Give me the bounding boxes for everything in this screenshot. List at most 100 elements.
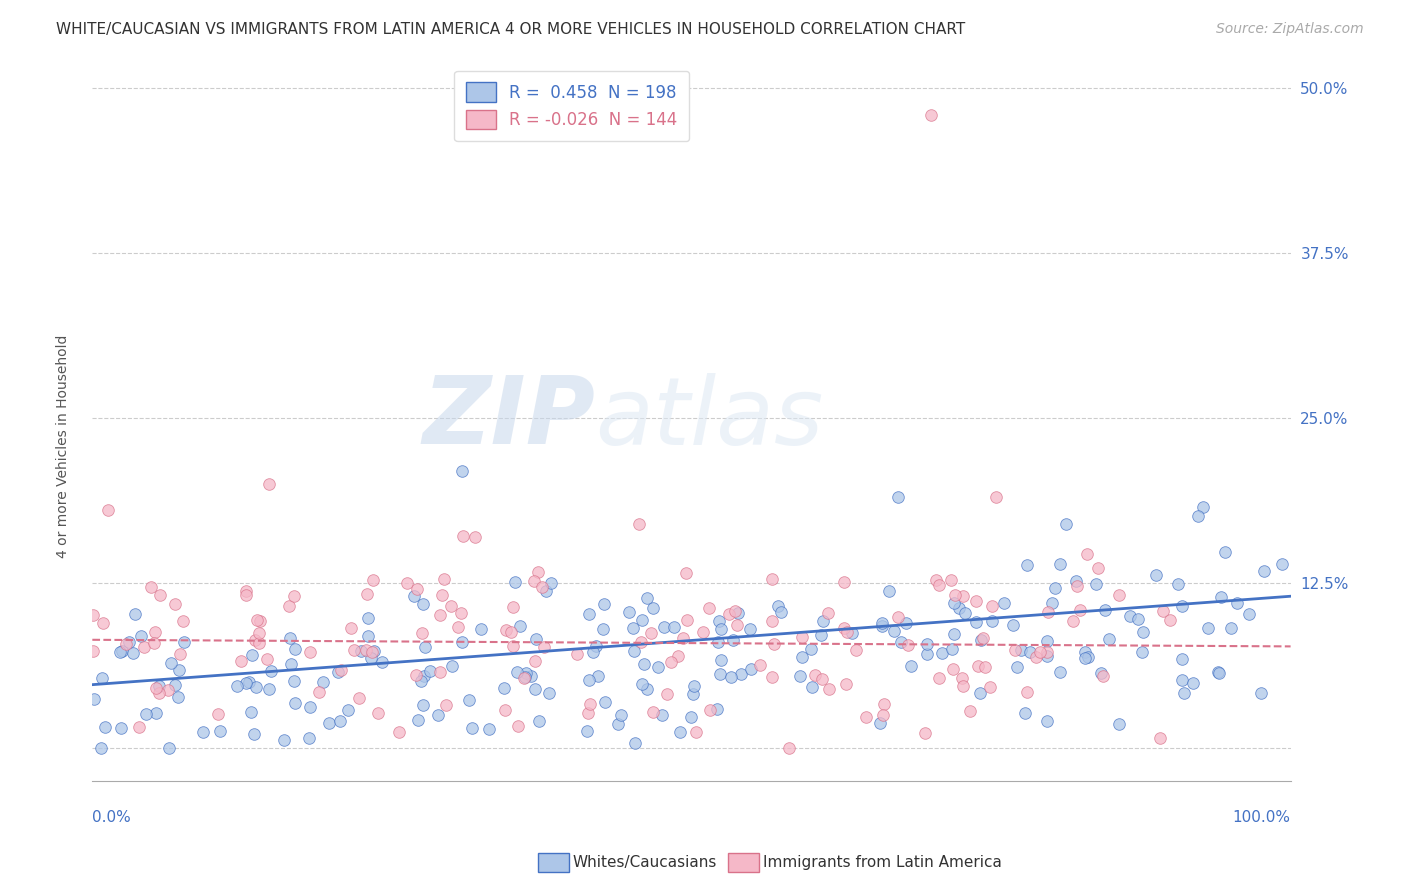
Point xyxy=(952,590,974,604)
Point xyxy=(124,607,146,622)
Point xyxy=(585,639,607,653)
Point xyxy=(108,645,131,659)
Point xyxy=(636,681,658,696)
Point xyxy=(297,731,319,746)
Point xyxy=(235,676,257,690)
Point xyxy=(1054,516,1077,531)
Point xyxy=(509,619,531,633)
Point xyxy=(707,614,730,628)
Point xyxy=(970,632,993,647)
Point xyxy=(915,637,938,651)
Point xyxy=(770,605,793,619)
Point xyxy=(872,707,894,722)
Point xyxy=(534,584,557,599)
Point xyxy=(654,620,676,634)
Point xyxy=(312,675,335,690)
Point xyxy=(582,645,605,659)
Point xyxy=(1253,564,1275,578)
Point xyxy=(817,606,839,620)
Point xyxy=(1213,544,1236,558)
Point xyxy=(363,643,385,657)
Point xyxy=(578,673,600,687)
Point xyxy=(450,606,472,620)
Point xyxy=(308,685,330,699)
Text: WHITE/CAUCASIAN VS IMMIGRANTS FROM LATIN AMERICA 4 OR MORE VEHICLES IN HOUSEHOLD: WHITE/CAUCASIAN VS IMMIGRANTS FROM LATIN… xyxy=(56,22,966,37)
Point xyxy=(939,573,962,587)
Point xyxy=(896,615,918,630)
Point xyxy=(440,599,463,614)
Point xyxy=(157,741,180,756)
Point xyxy=(142,635,165,649)
Point xyxy=(260,664,283,678)
Point xyxy=(725,618,748,632)
Point xyxy=(527,714,550,729)
Point xyxy=(897,639,920,653)
Point xyxy=(406,713,429,727)
Point xyxy=(942,663,965,677)
Point xyxy=(1167,577,1189,591)
Point xyxy=(640,626,662,640)
Point xyxy=(724,604,747,618)
Point xyxy=(692,624,714,639)
Point xyxy=(1076,547,1098,561)
Point xyxy=(356,586,378,600)
Point xyxy=(118,635,141,649)
Point xyxy=(621,620,644,634)
Point xyxy=(1077,649,1099,664)
Point xyxy=(576,724,599,739)
Point xyxy=(749,658,772,673)
Point xyxy=(225,679,247,693)
Point xyxy=(513,669,536,683)
Point xyxy=(451,464,474,478)
Point xyxy=(165,678,187,692)
Point xyxy=(984,490,1007,504)
Point xyxy=(928,578,950,592)
Point xyxy=(429,608,451,623)
Point xyxy=(451,529,474,543)
Point xyxy=(948,601,970,615)
Point xyxy=(412,597,434,611)
Point xyxy=(655,687,678,701)
Point xyxy=(1018,645,1040,659)
Point xyxy=(1152,604,1174,618)
Point xyxy=(887,610,910,624)
Point xyxy=(681,710,703,724)
Point xyxy=(191,725,214,739)
Point xyxy=(965,615,987,630)
Point xyxy=(166,690,188,704)
Point xyxy=(361,573,384,587)
Point xyxy=(411,626,433,640)
Point xyxy=(706,702,728,716)
Point xyxy=(869,715,891,730)
Point xyxy=(502,639,524,653)
Point xyxy=(360,651,382,665)
Point xyxy=(818,681,841,696)
Point xyxy=(298,700,321,714)
Point xyxy=(1090,666,1112,681)
Point xyxy=(357,629,380,643)
Point xyxy=(172,614,194,628)
Point xyxy=(778,741,800,756)
Point xyxy=(1087,561,1109,575)
Point xyxy=(502,600,524,615)
Point xyxy=(631,613,654,627)
Point xyxy=(167,663,190,677)
Point xyxy=(811,672,834,686)
Point xyxy=(238,674,260,689)
Point xyxy=(761,614,783,628)
Point xyxy=(503,574,526,589)
Point xyxy=(606,717,628,731)
Text: 100.0%: 100.0% xyxy=(1233,810,1291,825)
Point xyxy=(492,681,515,696)
Point xyxy=(762,637,785,651)
Point xyxy=(396,575,419,590)
Point xyxy=(145,706,167,720)
Point xyxy=(337,703,360,717)
Text: Source: ZipAtlas.com: Source: ZipAtlas.com xyxy=(1216,22,1364,37)
Point xyxy=(672,632,695,646)
Point xyxy=(246,614,269,628)
Point xyxy=(1029,645,1052,659)
Point xyxy=(952,679,974,693)
Point xyxy=(430,588,453,602)
Point xyxy=(720,670,742,684)
